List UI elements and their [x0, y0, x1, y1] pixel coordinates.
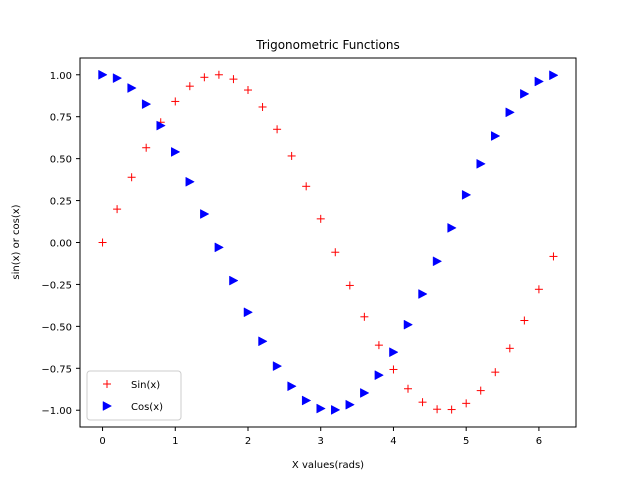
data-point: [447, 405, 456, 414]
data-point: [156, 120, 166, 131]
y-tick-label: −0.50: [41, 322, 72, 333]
data-point: [214, 70, 223, 79]
data-point: [418, 289, 428, 299]
data-point: [374, 370, 384, 381]
data-point: [491, 368, 500, 377]
chart-title: Trigonometric Functions: [255, 38, 400, 52]
data-point: [127, 173, 136, 182]
x-tick-label: 1: [172, 436, 178, 447]
data-point: [389, 347, 399, 358]
data-point: [505, 107, 515, 118]
data-point: [491, 131, 501, 141]
x-axis-label: X values(rads): [292, 460, 364, 471]
data-point: [185, 176, 195, 187]
data-point: [374, 341, 383, 350]
data-point: [112, 73, 123, 84]
y-tick-label: 0.75: [50, 113, 72, 124]
data-point: [418, 398, 427, 407]
data-point: [302, 182, 311, 191]
data-point: [258, 336, 268, 347]
data-point: [389, 365, 398, 374]
data-point: [272, 361, 283, 372]
data-point: [214, 242, 224, 253]
data-point: [273, 125, 282, 134]
x-tick-label: 3: [318, 436, 324, 447]
data-point: [549, 252, 558, 261]
data-point: [520, 88, 530, 99]
y-tick-label: −1.00: [41, 406, 72, 417]
data-point: [200, 209, 210, 219]
data-point: [127, 83, 137, 93]
data-point: [243, 307, 254, 318]
y-tick-label: 1.00: [50, 71, 72, 82]
data-point: [171, 97, 180, 106]
data-point: [404, 384, 412, 393]
data-point: [113, 205, 122, 214]
plot-frame: [79, 57, 577, 428]
data-point: [229, 75, 238, 84]
data-point: [520, 316, 529, 325]
x-tick-label: 2: [245, 436, 251, 447]
data-point: [360, 312, 369, 321]
plot-area: [79, 57, 577, 428]
data-point: [476, 158, 486, 169]
x-tick-label: 5: [463, 436, 469, 447]
x-axis: 0 1 2 3 4 5 6: [99, 427, 542, 447]
legend-marker: [103, 380, 111, 388]
data-point: [301, 395, 312, 406]
data-point: [287, 381, 297, 392]
data-point: [200, 73, 209, 82]
legend-marker: [102, 401, 113, 411]
data-point: [360, 388, 370, 398]
data-point: [331, 404, 341, 415]
legend-box: [86, 370, 182, 421]
data-point: [244, 86, 252, 95]
data-point: [345, 399, 355, 410]
x-tick-label: 6: [536, 436, 542, 447]
data-point: [447, 222, 457, 233]
data-point: [433, 405, 442, 414]
data-point: [534, 76, 544, 87]
y-tick-label: −0.25: [41, 280, 72, 291]
x-tick-label: 0: [99, 436, 105, 447]
data-point: [461, 189, 472, 200]
data-point: [171, 147, 181, 157]
data-point: [549, 70, 559, 81]
y-tick-label: −0.75: [41, 364, 72, 375]
data-point: [316, 214, 325, 223]
data-point: [316, 403, 326, 414]
y-tick-label: 0.50: [50, 155, 72, 166]
series-layer: [98, 69, 559, 415]
series-sin-x-: [98, 70, 558, 414]
data-point: [229, 275, 239, 286]
data-point: [331, 248, 340, 257]
data-point: [287, 151, 296, 160]
legend: Sin(x) Cos(x): [86, 370, 182, 421]
y-axis-label: sin(x) or cos(x): [11, 204, 22, 279]
data-point: [462, 399, 471, 408]
data-point: [505, 344, 514, 353]
data-point: [98, 238, 107, 247]
data-point: [98, 69, 108, 80]
legend-label: Sin(x): [131, 380, 160, 391]
data-point: [403, 319, 414, 330]
data-point: [432, 256, 443, 267]
data-point: [534, 285, 543, 294]
y-axis: −1.00 −0.75 −0.50 −0.25 0.00 0.25 0.50 0.75 1.00: [41, 71, 80, 417]
legend-label: Cos(x): [131, 402, 163, 413]
data-point: [141, 99, 152, 110]
y-tick-label: 0.25: [50, 197, 72, 208]
x-tick-label: 4: [390, 436, 396, 447]
data-point: [345, 281, 354, 290]
data-point: [476, 386, 485, 395]
data-point: [142, 143, 151, 152]
series-cos-x-: [98, 69, 559, 415]
y-tick-label: 0.00: [50, 239, 72, 250]
data-point: [185, 82, 194, 91]
data-point: [258, 102, 267, 111]
